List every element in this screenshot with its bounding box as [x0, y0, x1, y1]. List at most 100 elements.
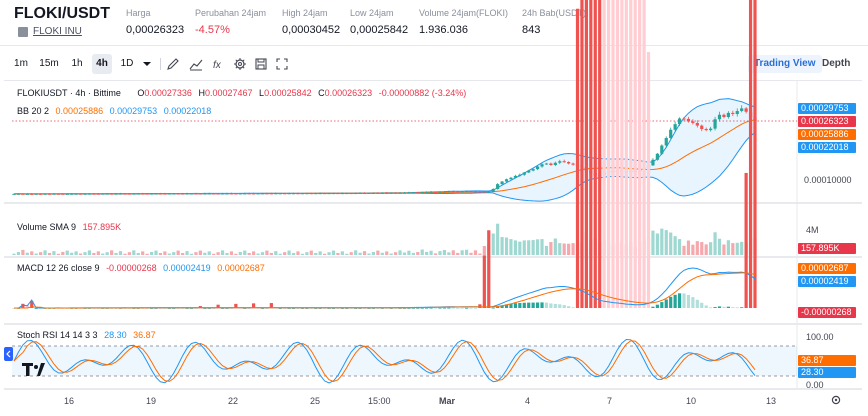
macd-hist-bar — [425, 307, 429, 309]
macd-hist-bar — [398, 307, 402, 309]
macd-hist-bar — [549, 303, 553, 308]
volume-bar — [118, 251, 123, 255]
volume-bar — [371, 251, 376, 255]
stoch-d-value: 36.87 — [133, 330, 156, 340]
candle-body — [664, 138, 668, 146]
stoch-axis-100: 100.00 — [806, 332, 834, 342]
volume-bar — [123, 253, 127, 255]
chevron-down-icon[interactable] — [140, 57, 154, 71]
macd-hist-bar — [327, 307, 331, 309]
volume-value: 157.895K — [82, 222, 122, 232]
open-label: O — [137, 88, 145, 98]
candle-body — [181, 193, 185, 195]
volume-bar — [296, 251, 300, 255]
volume-bar — [163, 251, 167, 255]
macd-hist-bar — [686, 294, 691, 308]
volume-bar — [482, 245, 486, 255]
candle-body — [322, 193, 327, 195]
volume-bar — [220, 250, 225, 255]
volume-bar — [451, 250, 455, 255]
interval-1h[interactable]: 1h — [71, 58, 83, 69]
draw-pencil-icon[interactable] — [166, 57, 180, 71]
volume-bar — [256, 253, 260, 255]
macd-hist-bar — [544, 302, 549, 308]
macd-lines — [14, 267, 756, 309]
candle-body — [700, 125, 704, 129]
volume-bar — [229, 251, 234, 255]
macd-hist-bar — [154, 307, 158, 309]
volume-bar — [74, 251, 78, 255]
volume-bar — [274, 251, 278, 255]
macd-hist-bar — [513, 303, 517, 308]
stoch-tag-d: 36.87 — [798, 355, 856, 366]
candle-body — [127, 193, 131, 195]
pane-collapse-handle[interactable] — [4, 347, 13, 361]
volume-bar — [513, 240, 517, 255]
volume-bar — [278, 253, 282, 255]
indicator-chart-icon[interactable] — [189, 57, 203, 71]
candle-body — [65, 193, 69, 195]
gear-icon[interactable] — [233, 57, 247, 71]
candle-body — [96, 193, 100, 195]
volume-bar — [695, 241, 699, 255]
volume-bar — [518, 241, 522, 255]
candle-body — [349, 193, 353, 195]
volume-bar — [345, 253, 349, 255]
macd-label: MACD 12 26 close 9 — [17, 263, 100, 273]
interval-1d[interactable]: 1D — [120, 58, 134, 69]
macd-hist-bar — [646, 52, 651, 309]
macd-hist-bar — [260, 307, 265, 309]
view-tab-trading-view[interactable]: Trading View — [748, 55, 822, 73]
macd-hist-bar — [376, 307, 380, 309]
volume-bar — [114, 252, 118, 255]
stat-change-value: -4.57% — [195, 24, 230, 36]
time-tick: 10 — [686, 396, 697, 406]
chart-toolbar: 1m 15m 1h 4h 1D fx Trading View Depth — [4, 54, 862, 76]
chart-area[interactable] — [4, 80, 862, 414]
volume-bar — [740, 241, 744, 255]
interval-4h[interactable]: 4h — [92, 54, 112, 74]
candle-body — [527, 170, 531, 173]
macd-hist-bar — [589, 0, 593, 308]
candle-body — [256, 193, 260, 195]
candle-body — [203, 193, 207, 195]
macd-hist-bar — [380, 307, 384, 309]
volume-bar — [47, 252, 52, 255]
macd-hist-bar — [362, 307, 367, 309]
candle-body — [300, 193, 305, 195]
fullscreen-icon[interactable] — [275, 57, 289, 71]
volume-bar — [709, 242, 713, 255]
candle-body — [393, 192, 398, 194]
fx-indicators-icon[interactable]: fx — [212, 57, 226, 71]
coin-name-link[interactable]: FLOKI INU — [33, 26, 82, 37]
volume-bar — [300, 253, 305, 255]
candle-body — [380, 192, 384, 194]
interval-15m[interactable]: 15m — [39, 58, 59, 69]
candle-body — [451, 191, 455, 193]
volume-bar — [181, 252, 185, 255]
macd-hist-bar — [283, 307, 287, 309]
macd-hist-bar — [740, 307, 744, 309]
volume-bar — [269, 252, 273, 255]
candle-body — [118, 193, 123, 195]
volume-bar — [416, 251, 420, 255]
macd-hist-bar — [709, 307, 713, 309]
candle-body — [735, 111, 739, 114]
stoch-tag-k: 28.30 — [798, 367, 856, 378]
chart-settings-gear-icon[interactable] — [831, 395, 841, 405]
candle-body — [47, 193, 52, 195]
view-tab-depth[interactable]: Depth — [822, 58, 851, 69]
volume-bar — [438, 251, 442, 255]
interval-1m[interactable]: 1m — [14, 58, 28, 69]
save-icon[interactable] — [254, 57, 268, 71]
candle-body — [327, 193, 331, 195]
candle-body — [176, 193, 180, 195]
volume-bar — [527, 240, 531, 255]
macd-hist-bar — [620, 0, 624, 308]
macd-hist-bar — [345, 307, 349, 309]
macd-hist-bar — [655, 304, 659, 308]
volume-bar — [194, 252, 198, 255]
volume-bar — [540, 239, 544, 255]
macd-hist-bar — [247, 307, 251, 309]
